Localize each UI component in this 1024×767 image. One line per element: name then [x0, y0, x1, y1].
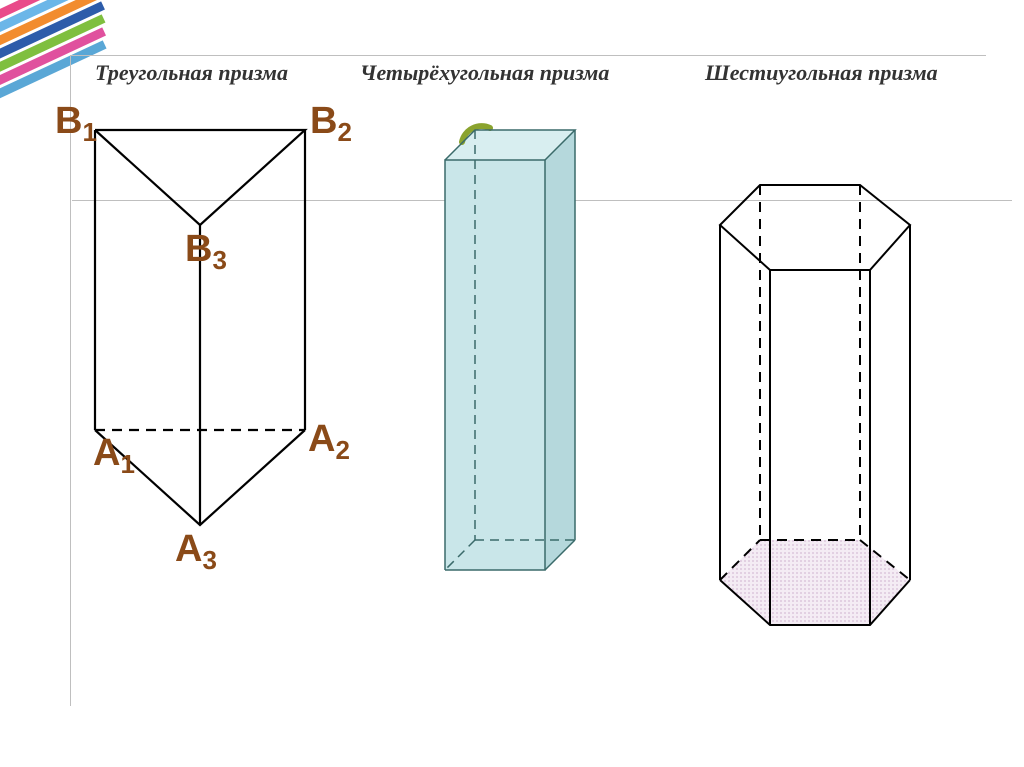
page-root: Треугольная призма Четырёхугольная призм…: [0, 0, 1024, 767]
hexagonal-prism-diagram: [0, 0, 1024, 720]
